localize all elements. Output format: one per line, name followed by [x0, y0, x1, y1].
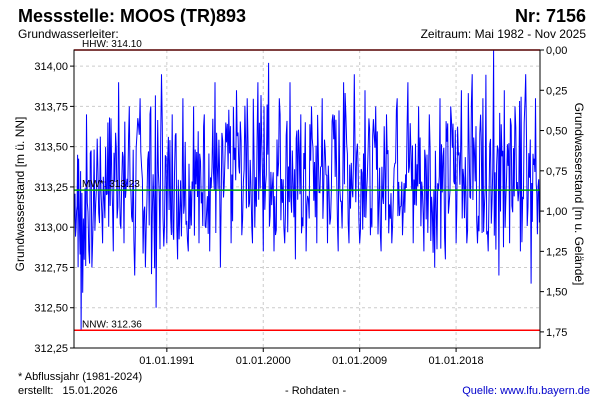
y-tick-label: 313,75 [34, 101, 68, 113]
y2-tick-label: 1,25 [546, 246, 567, 258]
period-label: Zeitraum: Mai 1982 - Nov 2025 [420, 27, 586, 41]
y-axis-ticks: 312,25 312,50 312,75 313,00 313,25 313,50 313,… [34, 61, 74, 355]
y-tick-label: 314,00 [34, 61, 68, 73]
reference-line-label: MW*: 313.23 [82, 179, 140, 190]
y-tick-label: 313,00 [34, 222, 68, 234]
y2-axis-ticks: 1,75 1,50 1,25 1,00 0,75 0,50 0,25 0,00 [540, 45, 567, 339]
created-label: erstellt: [18, 385, 54, 397]
x-tick-label: 01.01.2000 [236, 355, 291, 367]
reference-line-label: NNW: 312.36 [82, 319, 142, 330]
x-axis-ticks: 01.01.1991 01.01.2000 01.01.2009 01.01.2018 [139, 348, 484, 367]
x-tick-label: 01.01.2018 [429, 355, 484, 367]
y2-tick-label: 0,25 [546, 85, 567, 97]
y-axis-label: Grundwasserstand [m ü. NN] [13, 117, 27, 272]
station-title: Messstelle: MOOS (TR)893 [18, 6, 247, 26]
aquifer-label: Grundwasserleiter: [18, 27, 119, 41]
data-type-label: - Rohdaten - [285, 385, 347, 397]
y2-tick-label: 1,75 [546, 327, 567, 339]
y2-tick-label: 1,00 [546, 206, 567, 218]
y-tick-label: 312,75 [34, 262, 68, 274]
footnote: * Abflussjahr (1981-2024) [18, 371, 143, 383]
x-tick-label: 01.01.1991 [139, 355, 194, 367]
y2-tick-label: 1,50 [546, 287, 567, 299]
plot-frame [73, 49, 541, 349]
created-info: erstellt: 15.01.2026 [18, 385, 118, 397]
y-tick-label: 313,50 [34, 142, 68, 154]
chart-grid [74, 50, 540, 349]
source-link[interactable]: Quelle: www.lfu.bayern.de [462, 385, 590, 397]
y2-tick-label: 0,00 [546, 45, 567, 57]
y-tick-label: 312,50 [34, 303, 68, 315]
y2-tick-label: 0,50 [546, 126, 567, 138]
y-tick-label: 312,25 [34, 343, 68, 355]
x-tick-label: 01.01.2009 [332, 355, 387, 367]
y-tick-label: 313,25 [34, 182, 68, 194]
groundwater-level-line [73, 49, 541, 331]
y2-tick-label: 0,75 [546, 166, 567, 178]
station-number: Nr: 7156 [514, 6, 586, 26]
y2-axis-label: Grundwasserstand [m u. Gelände] [572, 103, 586, 286]
reference-line-label: HHW: 314.10 [82, 39, 142, 50]
created-date: 15.01.2026 [62, 385, 118, 397]
